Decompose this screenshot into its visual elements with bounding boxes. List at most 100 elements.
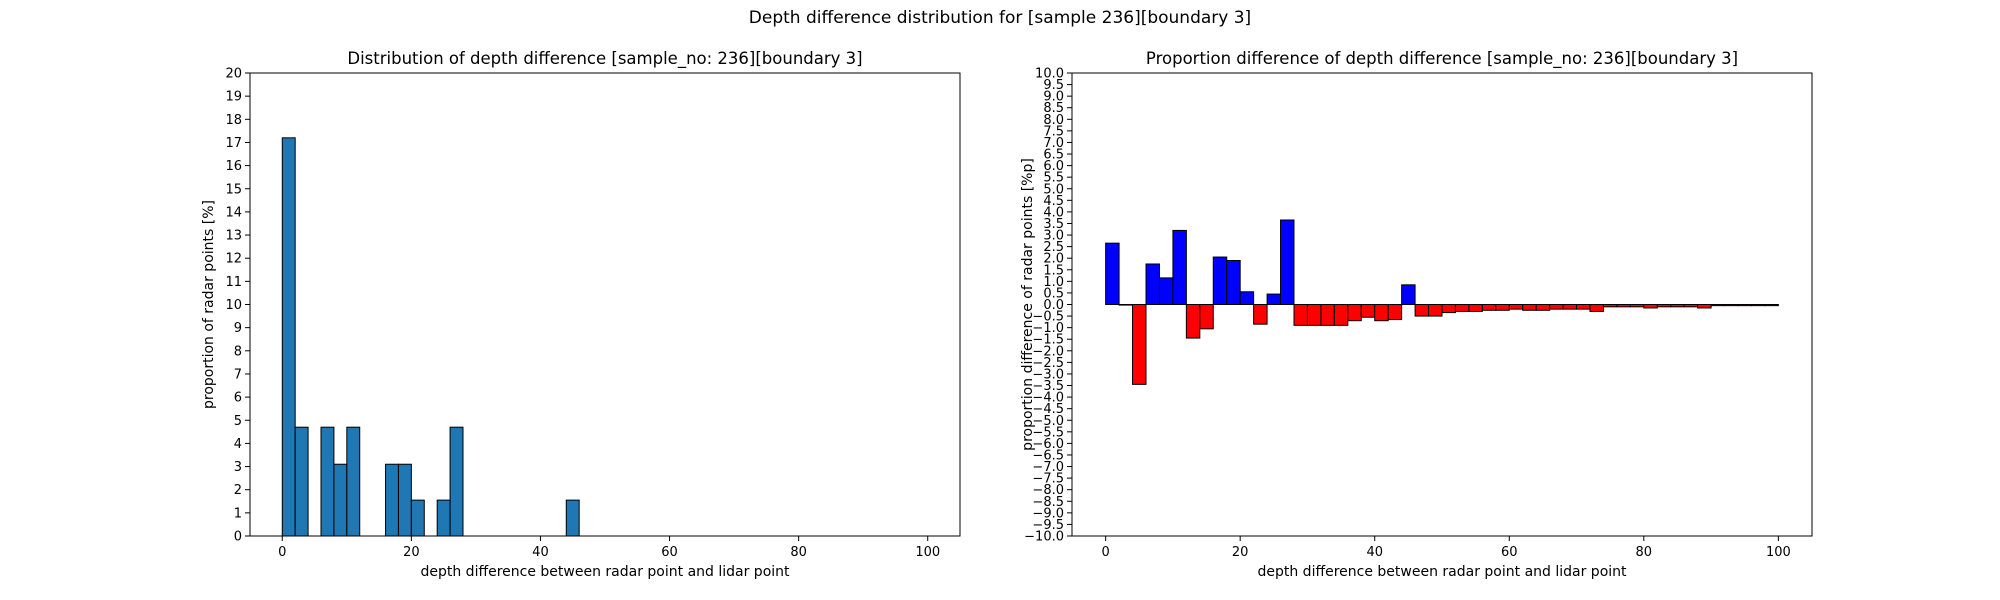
dist-bar-16 bbox=[385, 463, 399, 537]
diff-bar-32 bbox=[1320, 304, 1335, 326]
dist-bar-18 bbox=[397, 463, 412, 537]
diff-bar-88 bbox=[1697, 304, 1712, 309]
dist-y-tick-label-11: 11 bbox=[225, 275, 242, 290]
dist-y-tick-label-2: 2 bbox=[234, 483, 242, 498]
diff-bar-16 bbox=[1212, 256, 1228, 306]
diff-bar-62 bbox=[1522, 304, 1537, 311]
dist-bar-44 bbox=[565, 499, 580, 537]
diff-bar-28 bbox=[1293, 304, 1308, 326]
diff-bar-20 bbox=[1239, 291, 1255, 305]
diff-y-tick-label-8: 8.0 bbox=[1043, 113, 1064, 128]
diff-y-tick-label--1.5: −1.5 bbox=[1032, 333, 1064, 348]
diff-y-tick-label--6.5: −6.5 bbox=[1032, 448, 1064, 463]
distribution-histogram: 0 20 40 60 80 1000123456789101112131415161718… bbox=[201, 49, 961, 580]
dist-y-axis-label: proportion of radar points [%] bbox=[201, 200, 217, 409]
diff-x-tick-label-0: 0 bbox=[1101, 545, 1109, 560]
diff-y-tick-label-9.5: 9.5 bbox=[1043, 78, 1064, 93]
dist-y-tick-label-10: 10 bbox=[225, 298, 242, 313]
diff-bar-72 bbox=[1589, 304, 1604, 312]
dist-x-axis-label: depth difference between radar point and… bbox=[420, 564, 790, 580]
diff-y-tick-label--4.5: −4.5 bbox=[1032, 402, 1064, 417]
diff-bars bbox=[1105, 219, 1779, 385]
diff-y-axis-label: proportion difference of radar points [%… bbox=[1020, 158, 1036, 451]
diff-bar-38 bbox=[1360, 304, 1376, 318]
dist-y-tick-label-18: 18 bbox=[225, 113, 242, 128]
diff-y-tick-label--9.5: −9.5 bbox=[1032, 518, 1064, 533]
dist-bar-20 bbox=[410, 499, 425, 537]
diff-y-tick-label-7: 7.0 bbox=[1043, 136, 1064, 151]
diff-bar-10 bbox=[1172, 229, 1187, 305]
diff-bar-74 bbox=[1602, 304, 1618, 308]
dist-y-tick-label-9: 9 bbox=[234, 321, 242, 336]
dist-x-tick-label-20: 20 bbox=[403, 545, 420, 560]
dist-y-tick-label-19: 19 bbox=[225, 90, 242, 105]
diff-bar-58 bbox=[1495, 304, 1510, 311]
diff-bar-76 bbox=[1616, 304, 1631, 308]
diff-bar-2 bbox=[1118, 304, 1134, 306]
diff-bar-30 bbox=[1306, 304, 1322, 326]
dist-bar-8 bbox=[333, 463, 348, 537]
dist-x-tick-label-40: 40 bbox=[532, 545, 549, 560]
diff-y-tick-label-0.5: 0.5 bbox=[1043, 286, 1064, 301]
diff-bar-48 bbox=[1428, 304, 1443, 317]
diff-bar-68 bbox=[1562, 304, 1578, 310]
diff-y-tick-label-10: 10.0 bbox=[1035, 67, 1064, 82]
diff-y-tick-label--2.5: −2.5 bbox=[1032, 356, 1064, 371]
diff-y-tick-label-5.5: 5.5 bbox=[1043, 171, 1064, 186]
dist-y-tick-label-7: 7 bbox=[234, 367, 242, 382]
dist-y-tick-label-5: 5 bbox=[234, 414, 242, 429]
dist-y-tick-label-3: 3 bbox=[234, 460, 242, 475]
diff-y-tick-label--1: −1.0 bbox=[1032, 321, 1064, 336]
diff-bar-26 bbox=[1280, 219, 1295, 305]
diff-x-tick-label-80: 80 bbox=[1636, 545, 1653, 560]
diff-bar-64 bbox=[1535, 304, 1551, 311]
diff-y-tick-label--10: −10.0 bbox=[1024, 530, 1064, 545]
dist-bar-2 bbox=[294, 426, 309, 537]
dist-y-tick-label-4: 4 bbox=[234, 437, 242, 452]
diff-bar-8 bbox=[1158, 277, 1174, 306]
dist-bar-0 bbox=[281, 137, 296, 537]
diff-y-tick-label--8: −8.0 bbox=[1032, 483, 1064, 498]
diff-x-tick-label-40: 40 bbox=[1366, 545, 1383, 560]
diff-bar-94 bbox=[1737, 304, 1752, 307]
diff-y-tick-label-4.5: 4.5 bbox=[1043, 194, 1064, 209]
diff-y-tick-label-2.5: 2.5 bbox=[1043, 240, 1064, 255]
diff-bar-40 bbox=[1374, 304, 1389, 322]
dist-x-tick-label-100: 100 bbox=[915, 545, 940, 560]
diff-bar-86 bbox=[1683, 304, 1699, 308]
diff-x-axis-label: depth difference between radar point and… bbox=[1257, 564, 1627, 580]
diff-y-tick-label--7.5: −7.5 bbox=[1032, 472, 1064, 487]
proportion-difference-histogram: 0 20 40 60 80 100 −10.0−9.5−9.0−8.5−8.0−7.5−7.… bbox=[1020, 49, 1813, 580]
dist-title: Distribution of depth difference [sample… bbox=[347, 49, 862, 69]
diff-bar-70 bbox=[1576, 304, 1591, 310]
diff-y-tick-label--2: −2.0 bbox=[1032, 344, 1064, 359]
diff-y-tick-label-2: 2.0 bbox=[1043, 252, 1064, 267]
diff-bar-52 bbox=[1454, 304, 1470, 312]
dist-y-tick-label-20: 20 bbox=[225, 67, 242, 82]
dist-y-tick-label-14: 14 bbox=[225, 205, 242, 220]
diff-bar-36 bbox=[1347, 304, 1362, 322]
dist-bar-24 bbox=[436, 499, 451, 537]
diff-bar-34 bbox=[1333, 304, 1349, 326]
dist-bar-6 bbox=[320, 426, 335, 537]
diff-bar-14 bbox=[1199, 304, 1214, 330]
diff-bar-4 bbox=[1132, 304, 1147, 385]
diff-y-tick-label-3.5: 3.5 bbox=[1043, 217, 1064, 232]
diff-bar-22 bbox=[1253, 304, 1268, 325]
diff-bar-56 bbox=[1481, 304, 1497, 311]
diff-bar-44 bbox=[1401, 284, 1416, 306]
diff-y-tick-label-3: 3.0 bbox=[1043, 229, 1064, 244]
dist-y-tick-label-17: 17 bbox=[225, 136, 242, 151]
diff-x-tick-label-60: 60 bbox=[1501, 545, 1518, 560]
diff-y-tick-label-0: 0.0 bbox=[1043, 298, 1064, 313]
dist-y-tick-label-12: 12 bbox=[225, 252, 242, 267]
dist-y-tick-label-6: 6 bbox=[234, 391, 242, 406]
diff-title: Proportion difference of depth differenc… bbox=[1146, 49, 1738, 69]
diff-y-tick-label--4: −4.0 bbox=[1032, 391, 1064, 406]
dist-x-tick-label-0: 0 bbox=[278, 545, 286, 560]
figure-title: Depth difference distribution for [sampl… bbox=[748, 8, 1252, 28]
dist-x-tick-label-60: 60 bbox=[661, 545, 678, 560]
diff-bar-46 bbox=[1414, 304, 1430, 317]
diff-bar-12 bbox=[1185, 304, 1201, 339]
